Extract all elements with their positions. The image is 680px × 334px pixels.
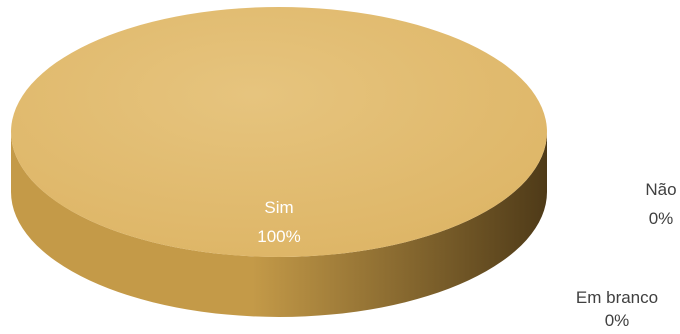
data-label-em-branco-category: Em branco bbox=[576, 288, 658, 307]
pie-slice-side-sim bbox=[11, 132, 547, 317]
data-label-não-category: Não bbox=[645, 180, 676, 199]
slices-layer bbox=[11, 7, 547, 317]
pie-slice-sim bbox=[11, 7, 547, 257]
data-label-sim-value: 100% bbox=[257, 227, 300, 246]
data-label-sim-category: Sim bbox=[264, 198, 293, 217]
data-label-em-branco-value: 0% bbox=[605, 311, 630, 329]
labels-layer: Sim 100% Não 0% Em branco 0% bbox=[257, 180, 676, 330]
data-label-não-value: 0% bbox=[649, 209, 674, 228]
